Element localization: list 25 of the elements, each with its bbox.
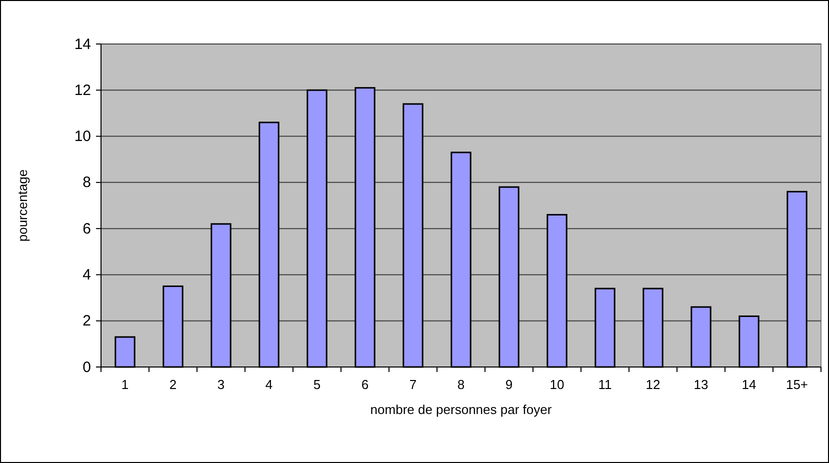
y-tick-label: 0 xyxy=(82,358,91,376)
x-tick-label: 5 xyxy=(313,377,321,392)
x-tick-label: 13 xyxy=(694,377,708,392)
x-tick-label: 10 xyxy=(550,377,564,392)
x-tick-label: 2 xyxy=(169,377,177,392)
y-tick-label: 6 xyxy=(82,220,91,238)
x-tick-label: 3 xyxy=(217,377,225,392)
x-tick-label: 6 xyxy=(361,377,369,392)
x-tick-label: 7 xyxy=(409,377,417,392)
x-tick-label: 9 xyxy=(505,377,513,392)
x-axis-title: nombre de personnes par foyer xyxy=(370,402,552,417)
y-tick-label: 12 xyxy=(74,82,91,99)
x-tick-label: 11 xyxy=(598,377,612,392)
x-tick-label: 15+ xyxy=(786,377,808,392)
x-tick-label: 4 xyxy=(265,377,273,392)
x-tick-label: 1 xyxy=(121,377,129,392)
y-tick-label: 10 xyxy=(74,128,91,146)
y-axis-title: pourcentage xyxy=(15,169,30,242)
y-tick-label: 4 xyxy=(82,266,91,284)
y-tick-label: 8 xyxy=(82,174,91,192)
x-tick-label: 12 xyxy=(646,377,660,392)
x-tick-label: 14 xyxy=(742,377,756,392)
x-tick-label: 8 xyxy=(457,377,465,392)
y-tick-label: 14 xyxy=(74,36,91,53)
y-tick-label: 2 xyxy=(82,312,91,330)
